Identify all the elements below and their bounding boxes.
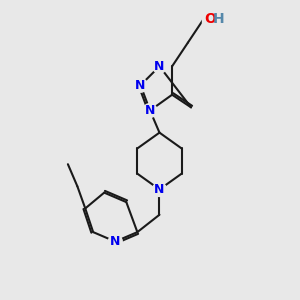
Text: N: N (154, 183, 165, 196)
Text: N: N (145, 104, 155, 117)
Text: O: O (205, 12, 217, 26)
Circle shape (152, 182, 167, 197)
Circle shape (134, 78, 148, 92)
Text: N: N (110, 235, 121, 248)
Circle shape (152, 59, 167, 73)
Text: N: N (135, 79, 146, 92)
Circle shape (108, 235, 122, 248)
Text: H: H (213, 12, 225, 26)
Circle shape (143, 103, 157, 118)
Text: N: N (154, 60, 165, 73)
Bar (202, 11, 227, 27)
